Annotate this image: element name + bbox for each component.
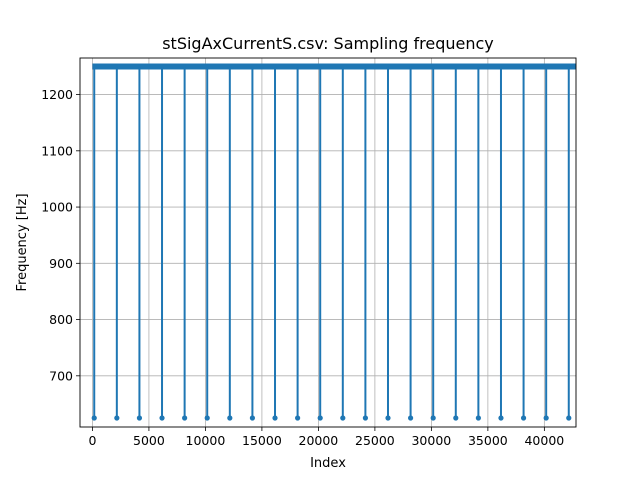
x-tick-label: 35000 xyxy=(468,433,508,448)
gridlines xyxy=(80,58,576,427)
series-dip-point xyxy=(543,415,549,421)
x-tick-label: 20000 xyxy=(299,433,339,448)
series-dip-point xyxy=(430,415,436,421)
chart-title: stSigAxCurrentS.csv: Sampling frequency xyxy=(162,34,494,53)
x-tick-label: 15000 xyxy=(242,433,282,448)
series-dip-point xyxy=(227,415,233,421)
y-tick-label: 800 xyxy=(49,312,73,327)
series-frequency xyxy=(91,63,576,421)
series-dip-point xyxy=(114,415,120,421)
series-dip-point xyxy=(91,415,97,421)
x-tick-label: 0 xyxy=(88,433,96,448)
series-dip-point xyxy=(317,415,323,421)
y-tick-label: 1000 xyxy=(41,200,73,215)
x-axis-title: Index xyxy=(310,456,346,471)
series-dip-point xyxy=(566,415,572,421)
x-tick-label: 40000 xyxy=(524,433,564,448)
series-dip-point xyxy=(362,415,368,421)
series-dip-point xyxy=(340,415,346,421)
y-tick-label: 1200 xyxy=(41,87,73,102)
series-dip-point xyxy=(385,415,391,421)
x-tick-label: 30000 xyxy=(411,433,451,448)
series-dip-point xyxy=(475,415,481,421)
plot-area xyxy=(91,63,576,421)
y-axis: 700 800 900 1000 1100 1200 xyxy=(41,87,80,383)
axes-frame xyxy=(79,57,577,428)
x-axis: 0 5000 10000 15000 20000 25000 30000 35000 40000 xyxy=(88,427,564,448)
series-dip-point xyxy=(407,415,414,421)
series-dip-point xyxy=(453,415,459,421)
x-tick-label: 5000 xyxy=(133,433,165,448)
series-dip-point xyxy=(520,415,527,421)
series-dip-point xyxy=(204,415,210,421)
series-dip-point xyxy=(295,415,301,421)
x-tick-label: 25000 xyxy=(355,433,395,448)
y-tick-label: 1100 xyxy=(41,143,73,158)
series-dip-point xyxy=(182,415,188,421)
series-dip-point xyxy=(249,415,256,421)
series-dip-point xyxy=(272,415,278,421)
series-dip-point xyxy=(159,415,165,421)
y-tick-label: 900 xyxy=(49,256,73,271)
series-dip-point xyxy=(136,415,143,421)
x-tick-label: 10000 xyxy=(186,433,226,448)
series-dip-point xyxy=(498,415,504,421)
y-axis-title: Frequency [Hz] xyxy=(15,193,30,291)
y-tick-label: 700 xyxy=(49,368,73,383)
